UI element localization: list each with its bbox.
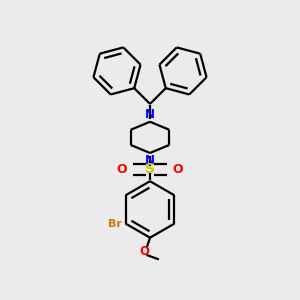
Text: Br: Br [108,219,122,229]
Text: O: O [140,245,150,258]
Text: S: S [145,162,155,176]
Text: O: O [117,163,128,176]
Text: N: N [145,154,155,167]
Text: N: N [145,108,155,121]
Text: O: O [172,163,183,176]
